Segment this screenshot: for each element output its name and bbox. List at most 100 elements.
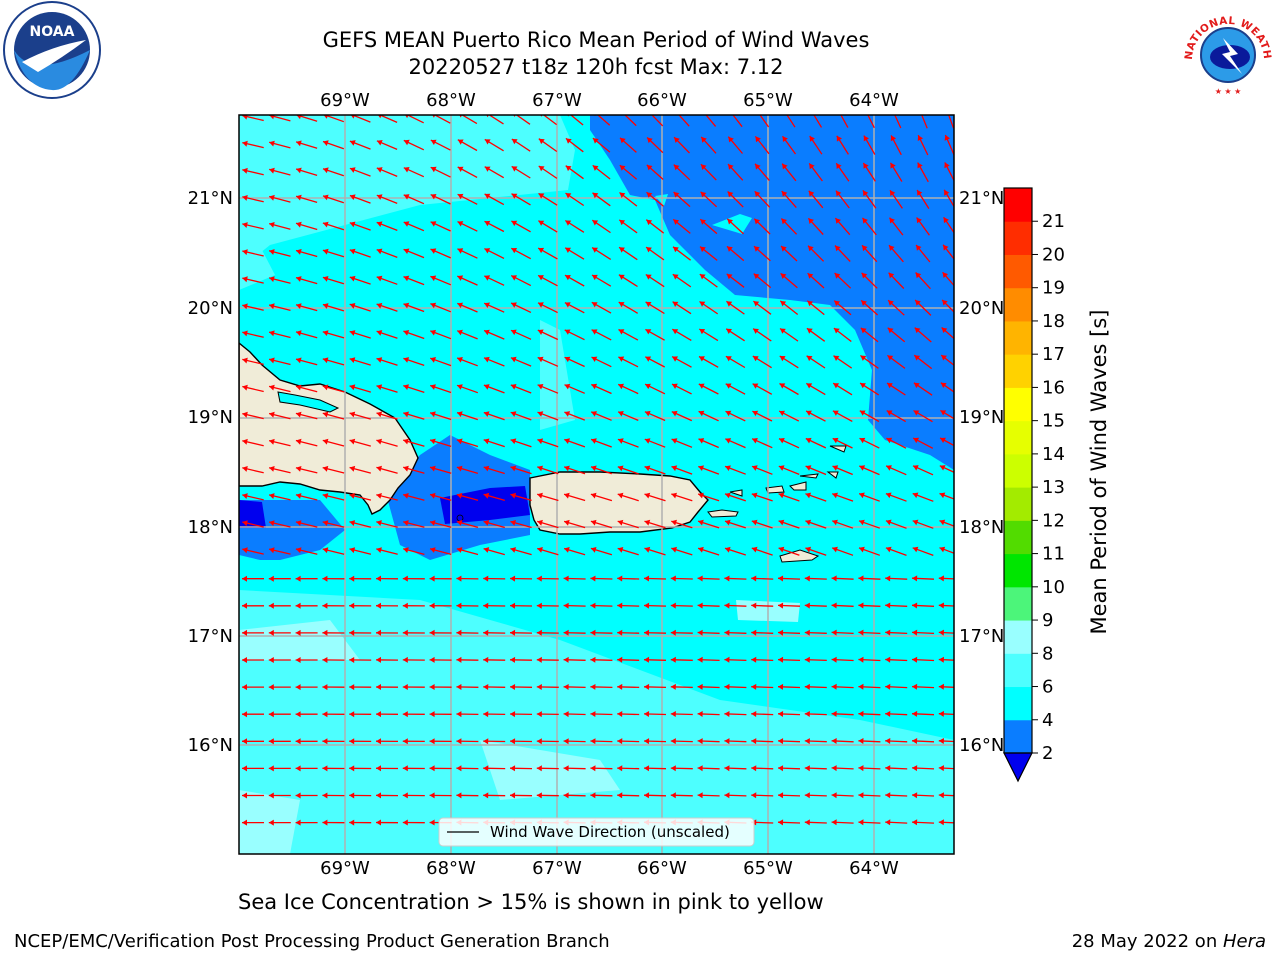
wind-arrow-head: [778, 711, 784, 717]
wind-arrow-head: [323, 115, 329, 119]
wind-arrow-head: [349, 411, 356, 418]
wind-arrow-head: [912, 575, 918, 582]
colorbar-tick-label: 18: [1042, 311, 1065, 332]
wind-arrow-head: [242, 493, 248, 499]
wind-arrow-head: [322, 738, 328, 745]
wind-arrow-head: [510, 520, 516, 526]
wind-arrow-head: [858, 656, 864, 663]
colorbar-segment: [1004, 586, 1032, 621]
wind-arrow-head: [859, 546, 865, 553]
wind-arrow-head: [832, 546, 838, 553]
wind-arrow-head: [698, 410, 705, 417]
wind-arrow: [705, 115, 717, 127]
wind-arrow-head: [590, 492, 597, 499]
wind-arrow-head: [835, 218, 841, 224]
wind-arrow-head: [751, 492, 758, 499]
wind-arrow-head: [323, 140, 329, 146]
wind-arrow-head: [296, 384, 302, 391]
wind-arrow-head: [349, 493, 356, 499]
wind-wave-arrows: [242, 115, 954, 826]
wind-arrow-head: [563, 765, 569, 772]
wind-arrow-head: [778, 683, 784, 690]
wind-arrow-head: [618, 302, 625, 308]
wind-arrow-head: [510, 384, 517, 390]
wind-arrow-head: [698, 438, 705, 444]
wind-arrow-head: [536, 792, 542, 799]
wind-arrow-head: [322, 575, 328, 582]
colorbar-segment: [1004, 520, 1032, 555]
wind-arrow-head: [590, 792, 596, 799]
wind-arrow-head: [268, 657, 274, 663]
wind-arrow-head: [563, 656, 569, 663]
wind-arrow-head: [322, 765, 328, 772]
wind-arrow-head: [269, 330, 275, 337]
wind-arrow-head: [779, 410, 785, 416]
lon-label: 65°W: [743, 90, 793, 111]
wind-arrow-head: [376, 575, 381, 582]
wind-arrow-head: [617, 656, 623, 663]
wind-arrow-head: [430, 520, 436, 526]
wind-arrow-head: [670, 683, 676, 690]
wind-arrow-head: [644, 465, 651, 472]
wind-arrow-head: [322, 276, 329, 282]
wind-arrow-head: [913, 410, 920, 416]
wind-arrow-head: [673, 164, 680, 171]
wind-arrow-head: [728, 136, 734, 143]
lat-label: 18°N: [959, 517, 1004, 538]
wind-arrow-head: [429, 575, 435, 582]
wind-arrow-head: [885, 765, 891, 772]
wind-arrow-head: [403, 493, 409, 499]
wind-arrow-head: [376, 602, 381, 609]
wind-arrow-head: [322, 465, 329, 472]
wind-arrow-head: [779, 383, 786, 389]
wind-arrow-head: [619, 192, 626, 198]
wind-arrow-head: [430, 438, 436, 445]
wind-arrow-head: [564, 329, 571, 335]
wind-arrow-head: [592, 220, 599, 226]
wind-arrow-head: [268, 629, 274, 636]
wind-arrow-head: [944, 135, 951, 141]
wind-arrow-head: [483, 520, 490, 526]
wind-arrow-head: [916, 217, 922, 224]
wind-arrow-head: [860, 355, 867, 361]
lon-label: 66°W: [637, 858, 687, 879]
wind-arrow-head: [835, 190, 842, 197]
wind-arrow-head: [483, 411, 490, 417]
wind-arrow: [840, 115, 849, 128]
wind-arrow-head: [511, 139, 518, 145]
wind-arrow-head: [349, 194, 356, 201]
wind-arrow-head: [295, 602, 301, 609]
wind-arrow-head: [510, 711, 516, 718]
wind-arrow-head: [242, 602, 247, 609]
wind-arrow-head: [591, 302, 598, 308]
wind-arrow-head: [590, 519, 597, 526]
wind-arrow-head: [697, 711, 703, 717]
wind-arrow-head: [698, 546, 704, 553]
wind-arrow-head: [592, 274, 598, 281]
wind-arrow-head: [644, 656, 650, 663]
wind-arrow-head: [510, 356, 517, 363]
wind-arrow-head: [269, 303, 275, 310]
wind-arrow-head: [833, 383, 840, 389]
wind-arrow-head: [242, 438, 248, 445]
wind-arrow-head: [295, 547, 302, 554]
wind-arrow-head: [430, 329, 436, 336]
wind-arrow-head: [646, 164, 653, 171]
wind-arrow-head: [349, 221, 356, 228]
wind-arrow-head: [804, 711, 810, 717]
wind-arrow-head: [377, 115, 382, 119]
wind-arrow-head: [536, 738, 542, 745]
wind-arrow-head: [510, 547, 516, 553]
wind-arrow-head: [563, 711, 569, 718]
wind-arrow-head: [698, 383, 705, 389]
wind-arrow-head: [726, 273, 733, 280]
wind-arrow-head: [565, 138, 572, 144]
lat-label: 16°N: [188, 735, 233, 756]
wind-arrow-head: [242, 520, 248, 527]
wind-arrow-head: [242, 575, 247, 582]
wind-arrow-head: [751, 711, 757, 717]
wind-arrow-head: [268, 602, 274, 609]
wind-arrow-head: [939, 492, 946, 499]
wind-arrow-head: [833, 355, 840, 361]
wind-arrow-head: [671, 438, 678, 444]
